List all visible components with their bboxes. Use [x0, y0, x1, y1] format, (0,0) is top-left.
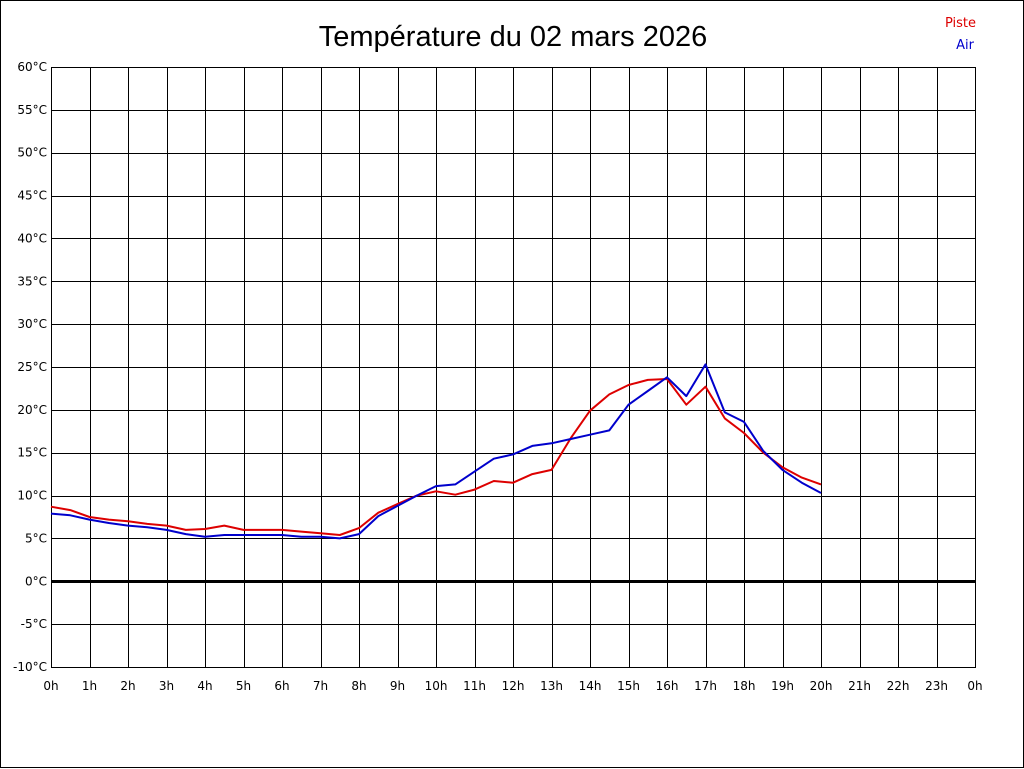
y-tick-label: 25°C: [17, 360, 47, 374]
x-tick-labels: 0h 1h 2h 3h 4h 5h 6h 7h 8h 9h 10h 11h 12h 13h 14h 15h 16…: [43, 679, 982, 693]
x-tick-label: 4h: [197, 679, 212, 693]
x-tick-label: 6h: [274, 679, 289, 693]
x-tick-label: 13h: [540, 679, 563, 693]
x-tick-label: 21h: [848, 679, 871, 693]
x-tick-label: 12h: [502, 679, 525, 693]
y-tick-label: -10°C: [13, 660, 47, 674]
x-tick-label: 5h: [236, 679, 251, 693]
x-tick-label: 7h: [313, 679, 328, 693]
legend-air: Air: [956, 38, 975, 53]
x-tick-label: 11h: [463, 679, 486, 693]
x-tick-label: 20h: [810, 679, 833, 693]
y-tick-label: 35°C: [17, 274, 47, 288]
plot-border-group: [51, 67, 976, 668]
x-tick-label: 19h: [771, 679, 794, 693]
x-tick-label: 16h: [656, 679, 679, 693]
x-tick-label: 8h: [351, 679, 366, 693]
x-tick-label: 14h: [579, 679, 602, 693]
y-tick-label: -5°C: [21, 617, 47, 631]
series-line-piste: [50, 378, 822, 536]
series-line-air: [50, 363, 822, 540]
x-tick-label: 23h: [925, 679, 948, 693]
x-tick-label: 1h: [82, 679, 97, 693]
series-group: [50, 363, 822, 540]
x-tick-label: 9h: [390, 679, 405, 693]
x-tick-label: 0h: [967, 679, 982, 693]
x-tick-label: 10h: [425, 679, 448, 693]
chart-title: Température du 02 mars 2026: [319, 21, 708, 53]
x-tick-label: 18h: [733, 679, 756, 693]
y-tick-label: 15°C: [17, 446, 47, 460]
x-tick-label: 15h: [617, 679, 640, 693]
y-tick-label: 50°C: [17, 146, 47, 160]
x-tick-label: 0h: [43, 679, 58, 693]
y-tick-label: 30°C: [17, 317, 47, 331]
y-tick-label: 5°C: [25, 531, 47, 545]
y-tick-labels: -10°C -5°C 0°C 5°C 10°C 15°C 20°C 25°C 30°C 35°C 4…: [13, 60, 47, 674]
x-tick-label: 22h: [887, 679, 910, 693]
x-tick-label: 2h: [120, 679, 135, 693]
x-tick-label: 17h: [694, 679, 717, 693]
y-tick-label: 40°C: [17, 231, 47, 245]
y-tick-label: 55°C: [17, 103, 47, 117]
y-tick-label: 20°C: [17, 403, 47, 417]
plot-border: [51, 67, 976, 668]
legend-piste: Piste: [945, 16, 976, 31]
y-tick-label: 10°C: [17, 489, 47, 503]
chart-grid: [51, 67, 976, 668]
y-tick-label: 0°C: [25, 574, 47, 588]
x-tick-label: 3h: [159, 679, 174, 693]
y-tick-label: 45°C: [17, 189, 47, 203]
y-tick-label: 60°C: [17, 60, 47, 74]
